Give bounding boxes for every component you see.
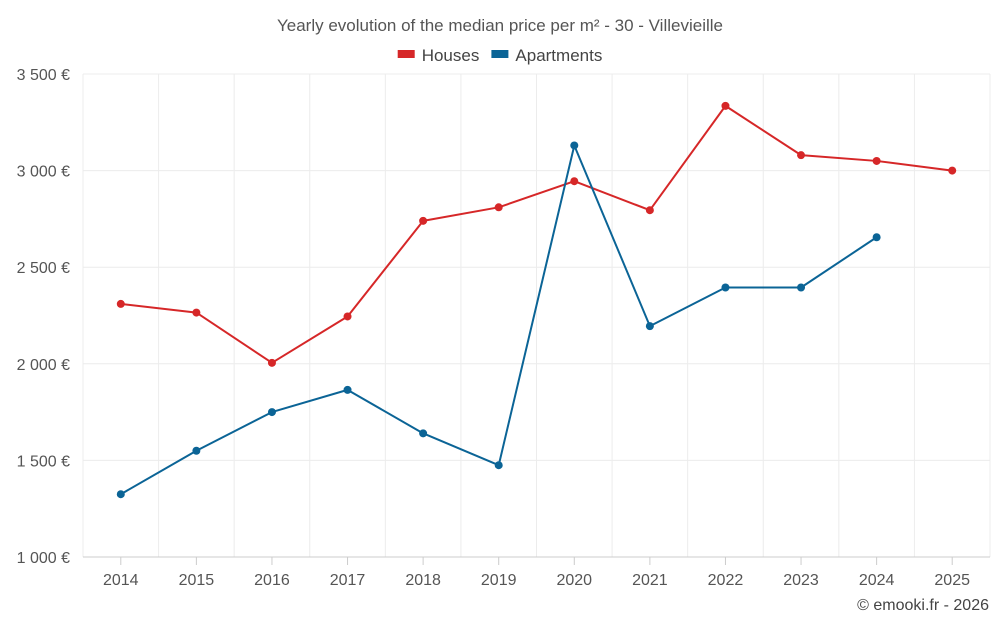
series-layer — [116, 101, 957, 499]
data-point-houses[interactable] — [267, 358, 276, 367]
data-point-houses[interactable] — [645, 206, 654, 215]
x-tick-label: 2019 — [481, 572, 517, 589]
data-point-houses[interactable] — [948, 166, 957, 175]
legend-label: Houses — [422, 46, 480, 65]
legend[interactable]: Houses Apartments — [397, 46, 603, 65]
data-point-apartments[interactable] — [267, 408, 276, 417]
legend-label: Apartments — [515, 46, 602, 65]
legend-swatch — [491, 50, 509, 58]
chart-title: Yearly evolution of the median price per… — [277, 16, 723, 35]
data-point-houses[interactable] — [797, 151, 806, 160]
legend-item-houses[interactable]: Houses — [397, 46, 480, 65]
data-point-houses[interactable] — [872, 156, 881, 165]
series-houses — [116, 101, 957, 367]
data-point-apartments[interactable] — [570, 141, 579, 150]
credit-text: © emooki.fr - 2026 — [857, 597, 989, 614]
series-line-houses — [120, 104, 953, 364]
x-tick-label: 2021 — [632, 572, 668, 589]
data-point-houses[interactable] — [419, 216, 428, 225]
x-tick-label: 2023 — [783, 572, 819, 589]
data-point-apartments[interactable] — [116, 490, 125, 499]
y-tick-label: 2 500 € — [17, 260, 70, 277]
data-point-apartments[interactable] — [419, 429, 428, 438]
grid — [82, 73, 991, 557]
y-tick-label: 1 000 € — [17, 550, 70, 567]
axes: 1 000 € 1 500 € 2 000 € 2 500 € 3 000 € 3 500… — [17, 67, 990, 589]
x-tick-label: 2016 — [254, 572, 290, 589]
y-tick-label: 2 000 € — [17, 357, 70, 374]
data-point-houses[interactable] — [721, 101, 730, 110]
x-tick-label: 2017 — [330, 572, 366, 589]
data-point-apartments[interactable] — [721, 283, 730, 292]
data-point-houses[interactable] — [192, 308, 201, 317]
data-point-apartments[interactable] — [494, 461, 503, 470]
y-tick-label: 3 500 € — [17, 67, 70, 84]
y-tick-label: 1 500 € — [17, 453, 70, 470]
x-tick-label: 2022 — [708, 572, 744, 589]
data-point-apartments[interactable] — [872, 233, 881, 242]
series-apartments — [116, 141, 881, 499]
legend-swatch — [397, 50, 415, 58]
y-tick-label: 3 000 € — [17, 164, 70, 181]
legend-item-apartments[interactable]: Apartments — [491, 46, 602, 65]
x-tick-label: 2025 — [934, 572, 970, 589]
data-point-houses[interactable] — [343, 312, 352, 321]
data-point-apartments[interactable] — [192, 446, 201, 455]
x-tick-label: 2014 — [103, 572, 139, 589]
x-tick-label: 2018 — [405, 572, 441, 589]
data-point-apartments[interactable] — [343, 385, 352, 394]
x-tick-label: 2020 — [556, 572, 592, 589]
x-tick-label: 2015 — [179, 572, 215, 589]
data-point-apartments[interactable] — [645, 322, 654, 331]
data-point-houses[interactable] — [570, 177, 579, 186]
data-point-houses[interactable] — [116, 299, 125, 308]
x-tick-label: 2024 — [859, 572, 895, 589]
data-point-houses[interactable] — [494, 203, 503, 212]
data-point-apartments[interactable] — [797, 283, 806, 292]
